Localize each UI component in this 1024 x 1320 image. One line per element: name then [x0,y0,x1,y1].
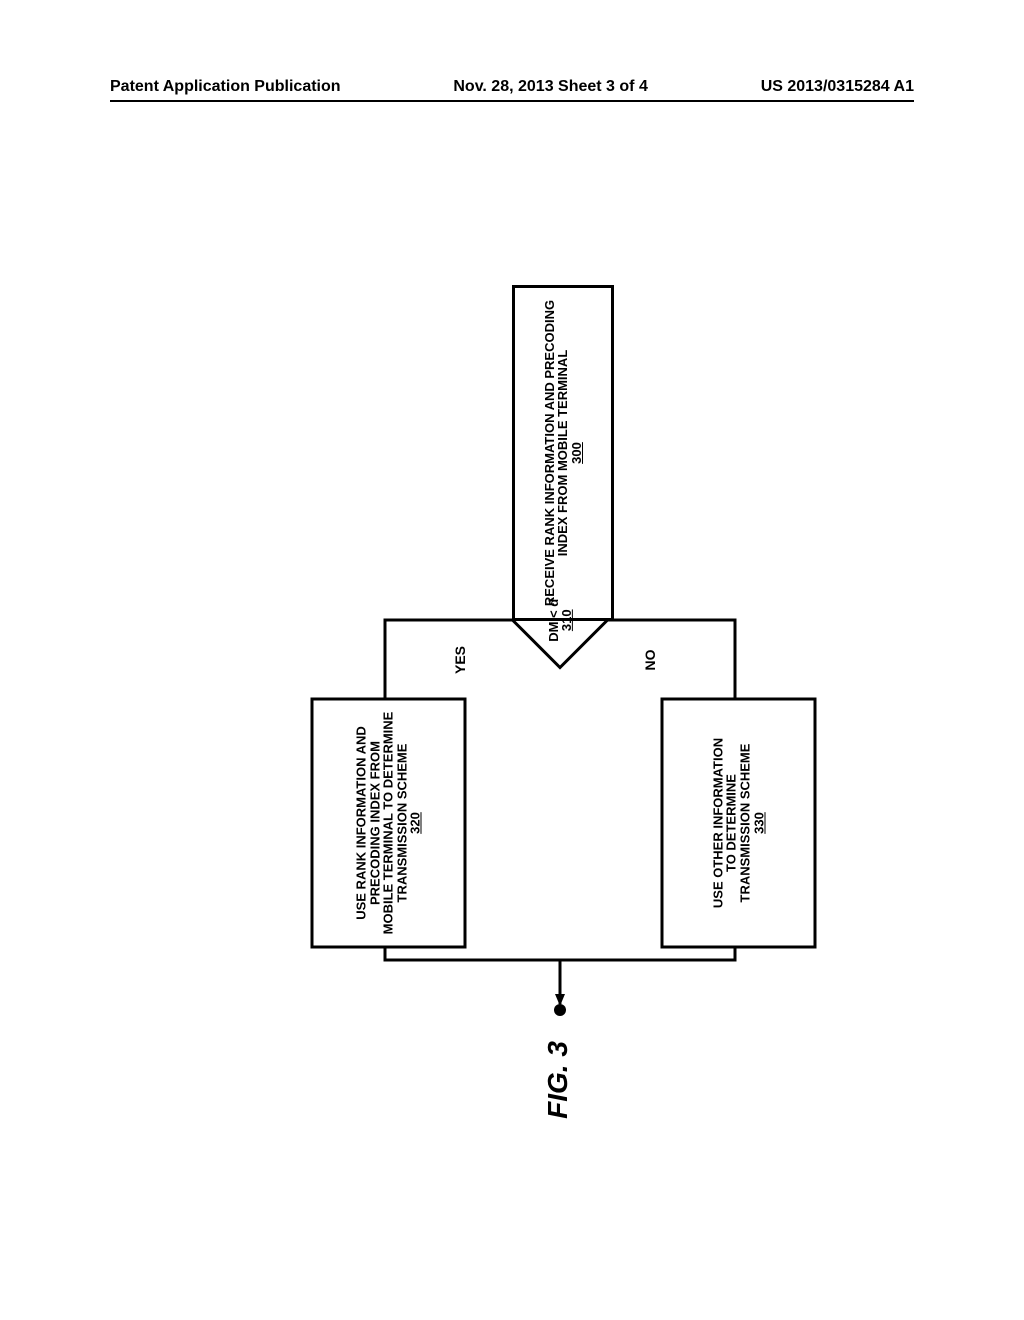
decision-text-310: DM < d310 [527,575,594,665]
figure-caption: FIG. 3 [542,1020,578,1140]
process-300-text: RECEIVE RANK INFORMATION AND PRECODINGIN… [543,300,584,606]
header-center: Nov. 28, 2013 Sheet 3 of 4 [453,78,647,96]
header-left: Patent Application Publication [110,78,341,96]
figure-area: RECEIVE RANK INFORMATION AND PRECODINGIN… [150,280,850,1060]
label-yes-text: YES [453,646,468,674]
end-dot [554,1004,566,1016]
process-320-text: USE RANK INFORMATION ANDPRECODING INDEX … [354,712,422,935]
page-header: Patent Application Publication Nov. 28, … [110,78,914,96]
header-rule [110,100,914,102]
header-right: US 2013/0315284 A1 [761,78,914,96]
label-yes: YES [450,635,470,685]
page: Patent Application Publication Nov. 28, … [0,0,1024,1320]
process-300: RECEIVE RANK INFORMATION AND PRECODINGIN… [512,285,614,621]
process-330: USE OTHER INFORMATIONTO DETERMINETRANSMI… [660,698,816,949]
decision-text-310-text: DM < d310 [546,599,573,642]
label-no: NO [640,635,660,685]
process-320: USE RANK INFORMATION ANDPRECODING INDEX … [310,698,466,949]
label-no-text: NO [643,650,658,671]
process-330-text: USE OTHER INFORMATIONTO DETERMINETRANSMI… [711,738,766,908]
